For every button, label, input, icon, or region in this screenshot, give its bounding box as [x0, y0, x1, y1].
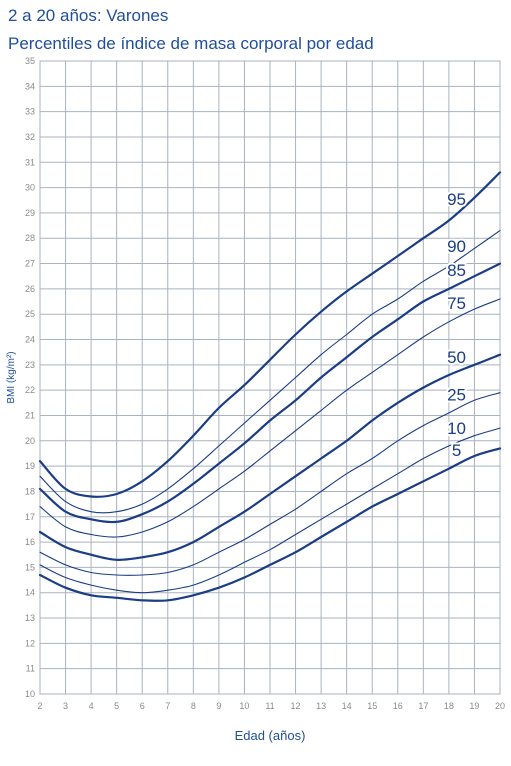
y-axis: 10 11 12 13 14 15 16 17 18 19 20 21 22 23 24 25 26 27 28 29… — [25, 56, 35, 699]
x-tick-label: 5 — [114, 701, 119, 711]
x-tick-label: 2 — [37, 701, 42, 711]
x-tick-label: 15 — [367, 701, 377, 711]
series-line-p85 — [38, 262, 502, 524]
x-tick-label: 20 — [495, 701, 505, 711]
y-tick-label: 23 — [25, 360, 35, 370]
y-tick-label: 13 — [25, 613, 35, 623]
series-line-p25 — [39, 392, 501, 576]
y-tick-label: 27 — [25, 259, 35, 269]
chart-title: 2 a 20 años: Varones — [8, 6, 169, 25]
y-tick-label: 21 — [25, 410, 35, 420]
y-tick-label: 25 — [25, 309, 35, 319]
y-tick-label: 34 — [25, 81, 35, 91]
series-label-p10: 10 — [447, 419, 466, 438]
y-tick-label: 30 — [25, 183, 35, 193]
x-tick-label: 13 — [316, 701, 326, 711]
y-axis-label: BMI (kg/m²) — [6, 351, 17, 403]
x-tick-label: 11 — [265, 701, 274, 711]
x-tick-label: 16 — [393, 701, 403, 711]
x-tick-label: 6 — [140, 701, 145, 711]
y-tick-label: 18 — [25, 486, 35, 496]
series-line-p10 — [39, 427, 501, 594]
series-line-p90 — [39, 230, 501, 514]
series-label-p5: 5 — [452, 441, 461, 460]
series-label-p90: 90 — [447, 237, 466, 256]
y-tick-label: 24 — [25, 335, 35, 345]
y-tick-label: 15 — [25, 562, 35, 572]
grid — [39, 60, 501, 695]
x-tick-label: 3 — [63, 701, 68, 711]
y-tick-label: 33 — [25, 107, 35, 117]
series-line-p50 — [38, 353, 502, 561]
x-tick-label: 8 — [191, 701, 196, 711]
y-tick-label: 20 — [25, 436, 35, 446]
y-tick-label: 14 — [25, 588, 35, 598]
y-tick-label: 31 — [25, 157, 35, 167]
y-tick-label: 12 — [25, 638, 35, 648]
y-tick-label: 19 — [25, 461, 35, 471]
series-label-p95: 95 — [447, 190, 466, 209]
series-label-p75: 75 — [447, 294, 466, 313]
series-labels: 95 90 85 75 50 25 10 5 — [445, 188, 468, 462]
x-tick-label: 18 — [444, 701, 454, 711]
y-tick-label: 32 — [25, 132, 35, 142]
y-tick-label: 10 — [25, 689, 35, 699]
series-line-p5 — [38, 447, 502, 602]
series-label-p50: 50 — [447, 348, 466, 367]
series-line-p95 — [38, 171, 502, 498]
x-tick-label: 14 — [342, 701, 352, 711]
series-label-p85: 85 — [447, 261, 466, 280]
x-tick-label: 4 — [89, 701, 94, 711]
series-lines — [38, 171, 502, 602]
y-tick-label: 16 — [25, 537, 35, 547]
series-line-p75 — [39, 298, 501, 538]
x-tick-label: 9 — [216, 701, 221, 711]
x-tick-label: 17 — [418, 701, 428, 711]
y-tick-label: 22 — [25, 385, 35, 395]
x-axis-label: Edad (años) — [235, 728, 306, 743]
x-tick-label: 10 — [239, 701, 249, 711]
x-tick-label: 12 — [291, 701, 301, 711]
x-tick-label: 7 — [165, 701, 170, 711]
y-tick-label: 35 — [25, 56, 35, 66]
y-tick-label: 26 — [25, 284, 35, 294]
y-tick-label: 17 — [25, 512, 35, 522]
y-tick-label: 29 — [25, 208, 35, 218]
chart-subtitle: Percentiles de índice de masa corporal p… — [8, 34, 374, 53]
series-label-p25: 25 — [447, 385, 466, 404]
x-axis: 2 3 4 5 6 7 8 9 10 11 12 13 14 15 16 17 18 19 20 — [37, 701, 505, 711]
x-tick-label: 19 — [469, 701, 479, 711]
y-tick-label: 11 — [26, 664, 35, 674]
y-tick-label: 28 — [25, 233, 35, 243]
